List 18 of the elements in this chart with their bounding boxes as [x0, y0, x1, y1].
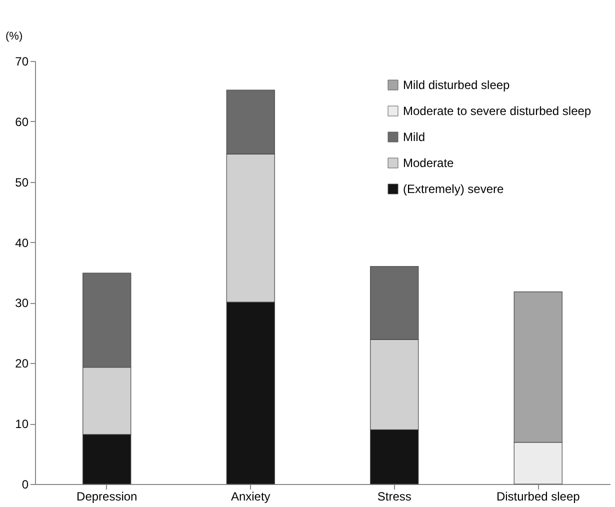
- x-tick-label: Depression: [76, 490, 138, 504]
- legend-label: (Extremely) severe: [403, 182, 504, 196]
- y-tick-label: 0: [22, 478, 29, 492]
- x-tick-label: Stress: [377, 490, 412, 504]
- legend-label: Moderate to severe disturbed sleep: [403, 104, 592, 118]
- x-tick-label: Anxiety: [230, 490, 270, 504]
- legend-label: Mild disturbed sleep: [403, 78, 510, 92]
- y-tick-label: 10: [15, 417, 29, 432]
- y-axis-title: (%): [6, 30, 23, 42]
- y-tick-label: 50: [15, 175, 29, 190]
- y-tick-label: 20: [15, 356, 29, 371]
- legend-label: Moderate: [403, 156, 454, 170]
- legend-label: Mild: [403, 130, 426, 144]
- y-tick-label: 70: [15, 54, 29, 68]
- y-tick-label: 60: [15, 114, 29, 129]
- y-tick-label: 40: [15, 236, 29, 250]
- x-tick-label: Disturbed sleep: [496, 490, 580, 504]
- y-tick-label: 30: [15, 296, 29, 310]
